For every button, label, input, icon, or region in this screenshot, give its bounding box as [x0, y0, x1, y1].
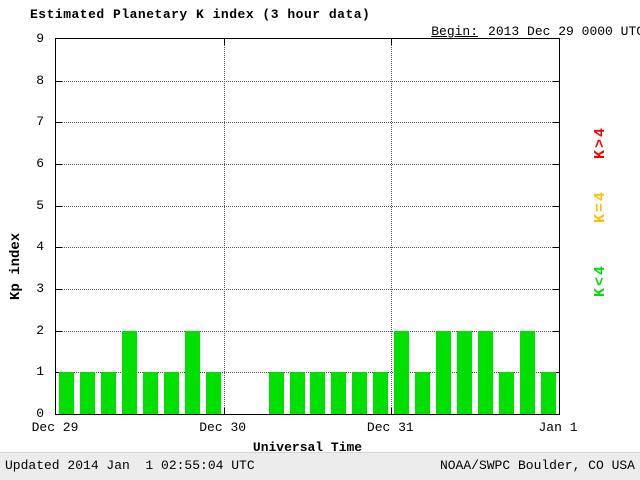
- kp-bar: [289, 372, 305, 414]
- y-tick-mark: [553, 80, 559, 82]
- begin-value: 2013 Dec 29 0000 UTC: [488, 24, 640, 39]
- legend-k-above-4: K>4: [592, 126, 609, 160]
- kp-bar: [499, 372, 515, 414]
- kp-bar: [394, 330, 410, 414]
- x-tick-label: Dec 31: [366, 420, 414, 435]
- y-tick-label: 3: [36, 281, 44, 296]
- y-tick-label: 0: [36, 406, 44, 421]
- y-tick-mark: [553, 122, 559, 124]
- plot-area: [55, 38, 560, 415]
- kp-bar: [205, 372, 221, 414]
- y-gridline: [56, 330, 559, 332]
- kp-bar: [331, 372, 347, 414]
- y-tick-mark: [56, 247, 62, 249]
- x-tick-label: Dec 29: [31, 420, 79, 435]
- y-tick-mark: [56, 330, 62, 332]
- y-tick-label: 6: [36, 156, 44, 171]
- begin-label: Begin:: [431, 24, 479, 39]
- y-tick-mark: [553, 164, 559, 165]
- y-gridline: [56, 247, 559, 249]
- y-tick-label: 1: [36, 364, 44, 380]
- y-tick-label: 9: [36, 31, 44, 46]
- x-tick-mark: [391, 408, 393, 414]
- y-tick-mark: [56, 80, 62, 82]
- begin-time: Begin: 2013 Dec 29 0000 UTC: [400, 9, 640, 54]
- day-gridline: [391, 39, 393, 414]
- day-gridline: [223, 39, 225, 414]
- kp-bar: [373, 372, 389, 414]
- y-gridline: [56, 205, 559, 207]
- kp-bar: [100, 372, 116, 414]
- x-tick-label: Jan 1: [538, 420, 578, 435]
- kp-bar: [268, 372, 284, 414]
- source-credit: NOAA/SWPC Boulder, CO USA: [439, 458, 635, 473]
- kp-bar: [310, 372, 326, 414]
- x-tick-mark: [223, 39, 225, 45]
- x-axis-label: Universal Time: [252, 440, 363, 455]
- kp-bar: [184, 330, 200, 414]
- y-tick-mark: [56, 289, 62, 290]
- y-tick-label: 8: [36, 72, 44, 88]
- kp-bar: [163, 372, 179, 414]
- y-tick-mark: [56, 122, 62, 124]
- y-tick-label: 5: [36, 197, 44, 213]
- kp-bar: [352, 372, 368, 414]
- kp-bar: [121, 330, 137, 414]
- y-gridline: [56, 80, 559, 82]
- kp-bar: [457, 330, 473, 414]
- y-axis-label: Kp index: [8, 232, 24, 300]
- y-tick-mark: [553, 205, 559, 207]
- kp-bar: [58, 372, 74, 414]
- y-tick-mark: [553, 330, 559, 332]
- y-tick-label: 4: [36, 239, 44, 255]
- chart-title: Estimated Planetary K index (3 hour data…: [30, 7, 371, 22]
- y-tick-label: 7: [36, 114, 44, 130]
- x-tick-label: Dec 30: [199, 420, 247, 435]
- footer-bar: Updated 2014 Jan 1 02:55:04 UTC NOAA/SWP…: [0, 452, 640, 480]
- y-gridline: [56, 289, 559, 290]
- y-tick-label: 2: [36, 322, 44, 338]
- y-tick-mark: [56, 205, 62, 207]
- y-tick-mark: [553, 247, 559, 249]
- kp-bar: [478, 330, 494, 414]
- y-tick-mark: [553, 289, 559, 290]
- kp-bar: [520, 330, 536, 414]
- y-gridline: [56, 372, 559, 374]
- kp-bar: [541, 372, 557, 414]
- kp-bar: [142, 372, 158, 414]
- x-tick-mark: [223, 408, 225, 414]
- y-gridline: [56, 122, 559, 124]
- y-gridline: [56, 164, 559, 165]
- x-tick-mark: [391, 39, 393, 45]
- kp-bar: [436, 330, 452, 414]
- y-tick-mark: [56, 164, 62, 165]
- kp-bar: [79, 372, 95, 414]
- kp-bar: [415, 372, 431, 414]
- updated-timestamp: Updated 2014 Jan 1 02:55:04 UTC: [5, 458, 255, 473]
- legend-k-below-4: K<4: [592, 264, 609, 298]
- legend-k-equal-4: K=4: [592, 190, 609, 224]
